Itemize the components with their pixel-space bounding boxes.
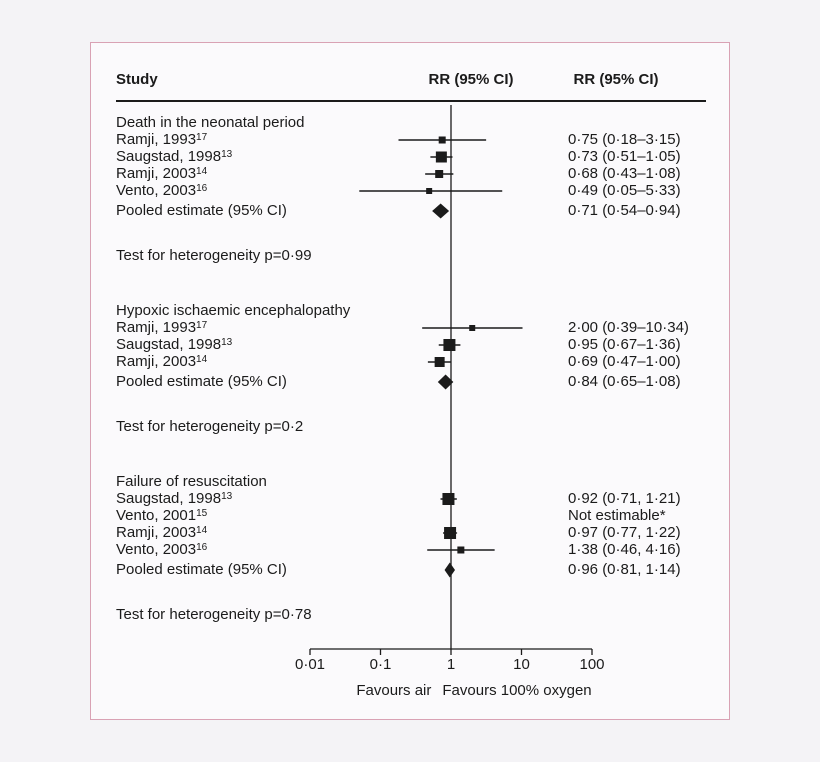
pooled-diamond <box>444 562 456 578</box>
pooled-diamond <box>432 203 450 219</box>
effect-square <box>442 493 455 505</box>
effect-square <box>435 151 447 163</box>
text-layer: Favours air Favours 100% oxygen Death in… <box>91 43 729 719</box>
study-value: 0·49 (0·05–5·33) <box>568 182 681 199</box>
pooled-label: Pooled estimate (95% CI) <box>116 373 287 390</box>
group-title: Death in the neonatal period <box>116 114 305 131</box>
axis-tick-label: 10 <box>513 656 530 673</box>
favours-air-label: Favours air <box>356 682 432 699</box>
pooled-value: 0·84 (0·65–1·08) <box>568 373 681 390</box>
pooled-value: 0·96 (0·81, 1·14) <box>568 561 681 578</box>
effect-square <box>457 546 465 554</box>
study-label: Ramji, 199317 <box>116 131 208 148</box>
study-label: Vento, 200115 <box>116 507 208 524</box>
study-label: Saugstad, 199813 <box>116 336 233 353</box>
effect-square <box>443 339 456 351</box>
study-value: 0·92 (0·71, 1·21) <box>568 490 681 507</box>
heterogeneity-note: Test for heterogeneity p=0·99 <box>116 247 312 264</box>
effect-square <box>435 170 444 178</box>
study-value: 0·69 (0·47–1·00) <box>568 353 681 370</box>
heterogeneity-note: Test for heterogeneity p=0·78 <box>116 606 312 623</box>
column-header-values: RR (95% CI) <box>573 71 659 88</box>
study-value: 2·00 (0·39–10·34) <box>568 319 689 336</box>
forest-plot-panel: Study RR (95% CI) RR (95% CI) Favours ai… <box>90 42 730 720</box>
study-label: Vento, 200316 <box>116 541 208 558</box>
study-value: 0·68 (0·43–1·08) <box>568 165 681 182</box>
pooled-value: 0·71 (0·54–0·94) <box>568 202 681 219</box>
pooled-label: Pooled estimate (95% CI) <box>116 202 287 219</box>
study-value: 0·95 (0·67–1·36) <box>568 336 681 353</box>
effect-square <box>434 357 445 367</box>
study-value: 0·75 (0·18–3·15) <box>568 131 681 148</box>
axis-tick-label: 0·1 <box>369 656 392 673</box>
forest-plot-canvas <box>309 105 593 655</box>
favours-oxygen-label: Favours 100% oxygen <box>442 682 592 699</box>
study-value: 1·38 (0·46, 4·16) <box>568 541 681 558</box>
study-value: 0·73 (0·51–1·05) <box>568 148 681 165</box>
study-value: 0·97 (0·77, 1·22) <box>568 524 681 541</box>
effect-square <box>426 188 433 194</box>
pooled-diamond <box>437 374 454 390</box>
axis-direction-labels: Favours air Favours 100% oxygen <box>356 682 591 699</box>
study-label: Ramji, 200314 <box>116 353 208 370</box>
axis-tick-label: 100 <box>579 656 605 673</box>
study-label: Ramji, 199317 <box>116 319 208 336</box>
effect-square <box>438 136 446 144</box>
group-title: Hypoxic ischaemic encephalopathy <box>116 302 351 319</box>
study-label: Saugstad, 199813 <box>116 148 233 165</box>
study-label: Ramji, 200314 <box>116 524 208 541</box>
axis-tick-label: 0·01 <box>294 656 326 673</box>
study-value: Not estimable* <box>568 507 666 524</box>
effect-square <box>444 527 457 539</box>
column-header-plot: RR (95% CI) <box>428 71 514 88</box>
study-label: Vento, 200316 <box>116 182 208 199</box>
pooled-label: Pooled estimate (95% CI) <box>116 561 287 578</box>
study-label: Ramji, 200314 <box>116 165 208 182</box>
column-header-study: Study <box>116 71 158 88</box>
axis-tick-label: 1 <box>446 656 456 673</box>
effect-square <box>469 325 476 331</box>
group-title: Failure of resuscitation <box>116 473 267 490</box>
header-rule <box>116 100 706 102</box>
heterogeneity-note: Test for heterogeneity p=0·2 <box>116 418 304 435</box>
study-label: Saugstad, 199813 <box>116 490 233 507</box>
